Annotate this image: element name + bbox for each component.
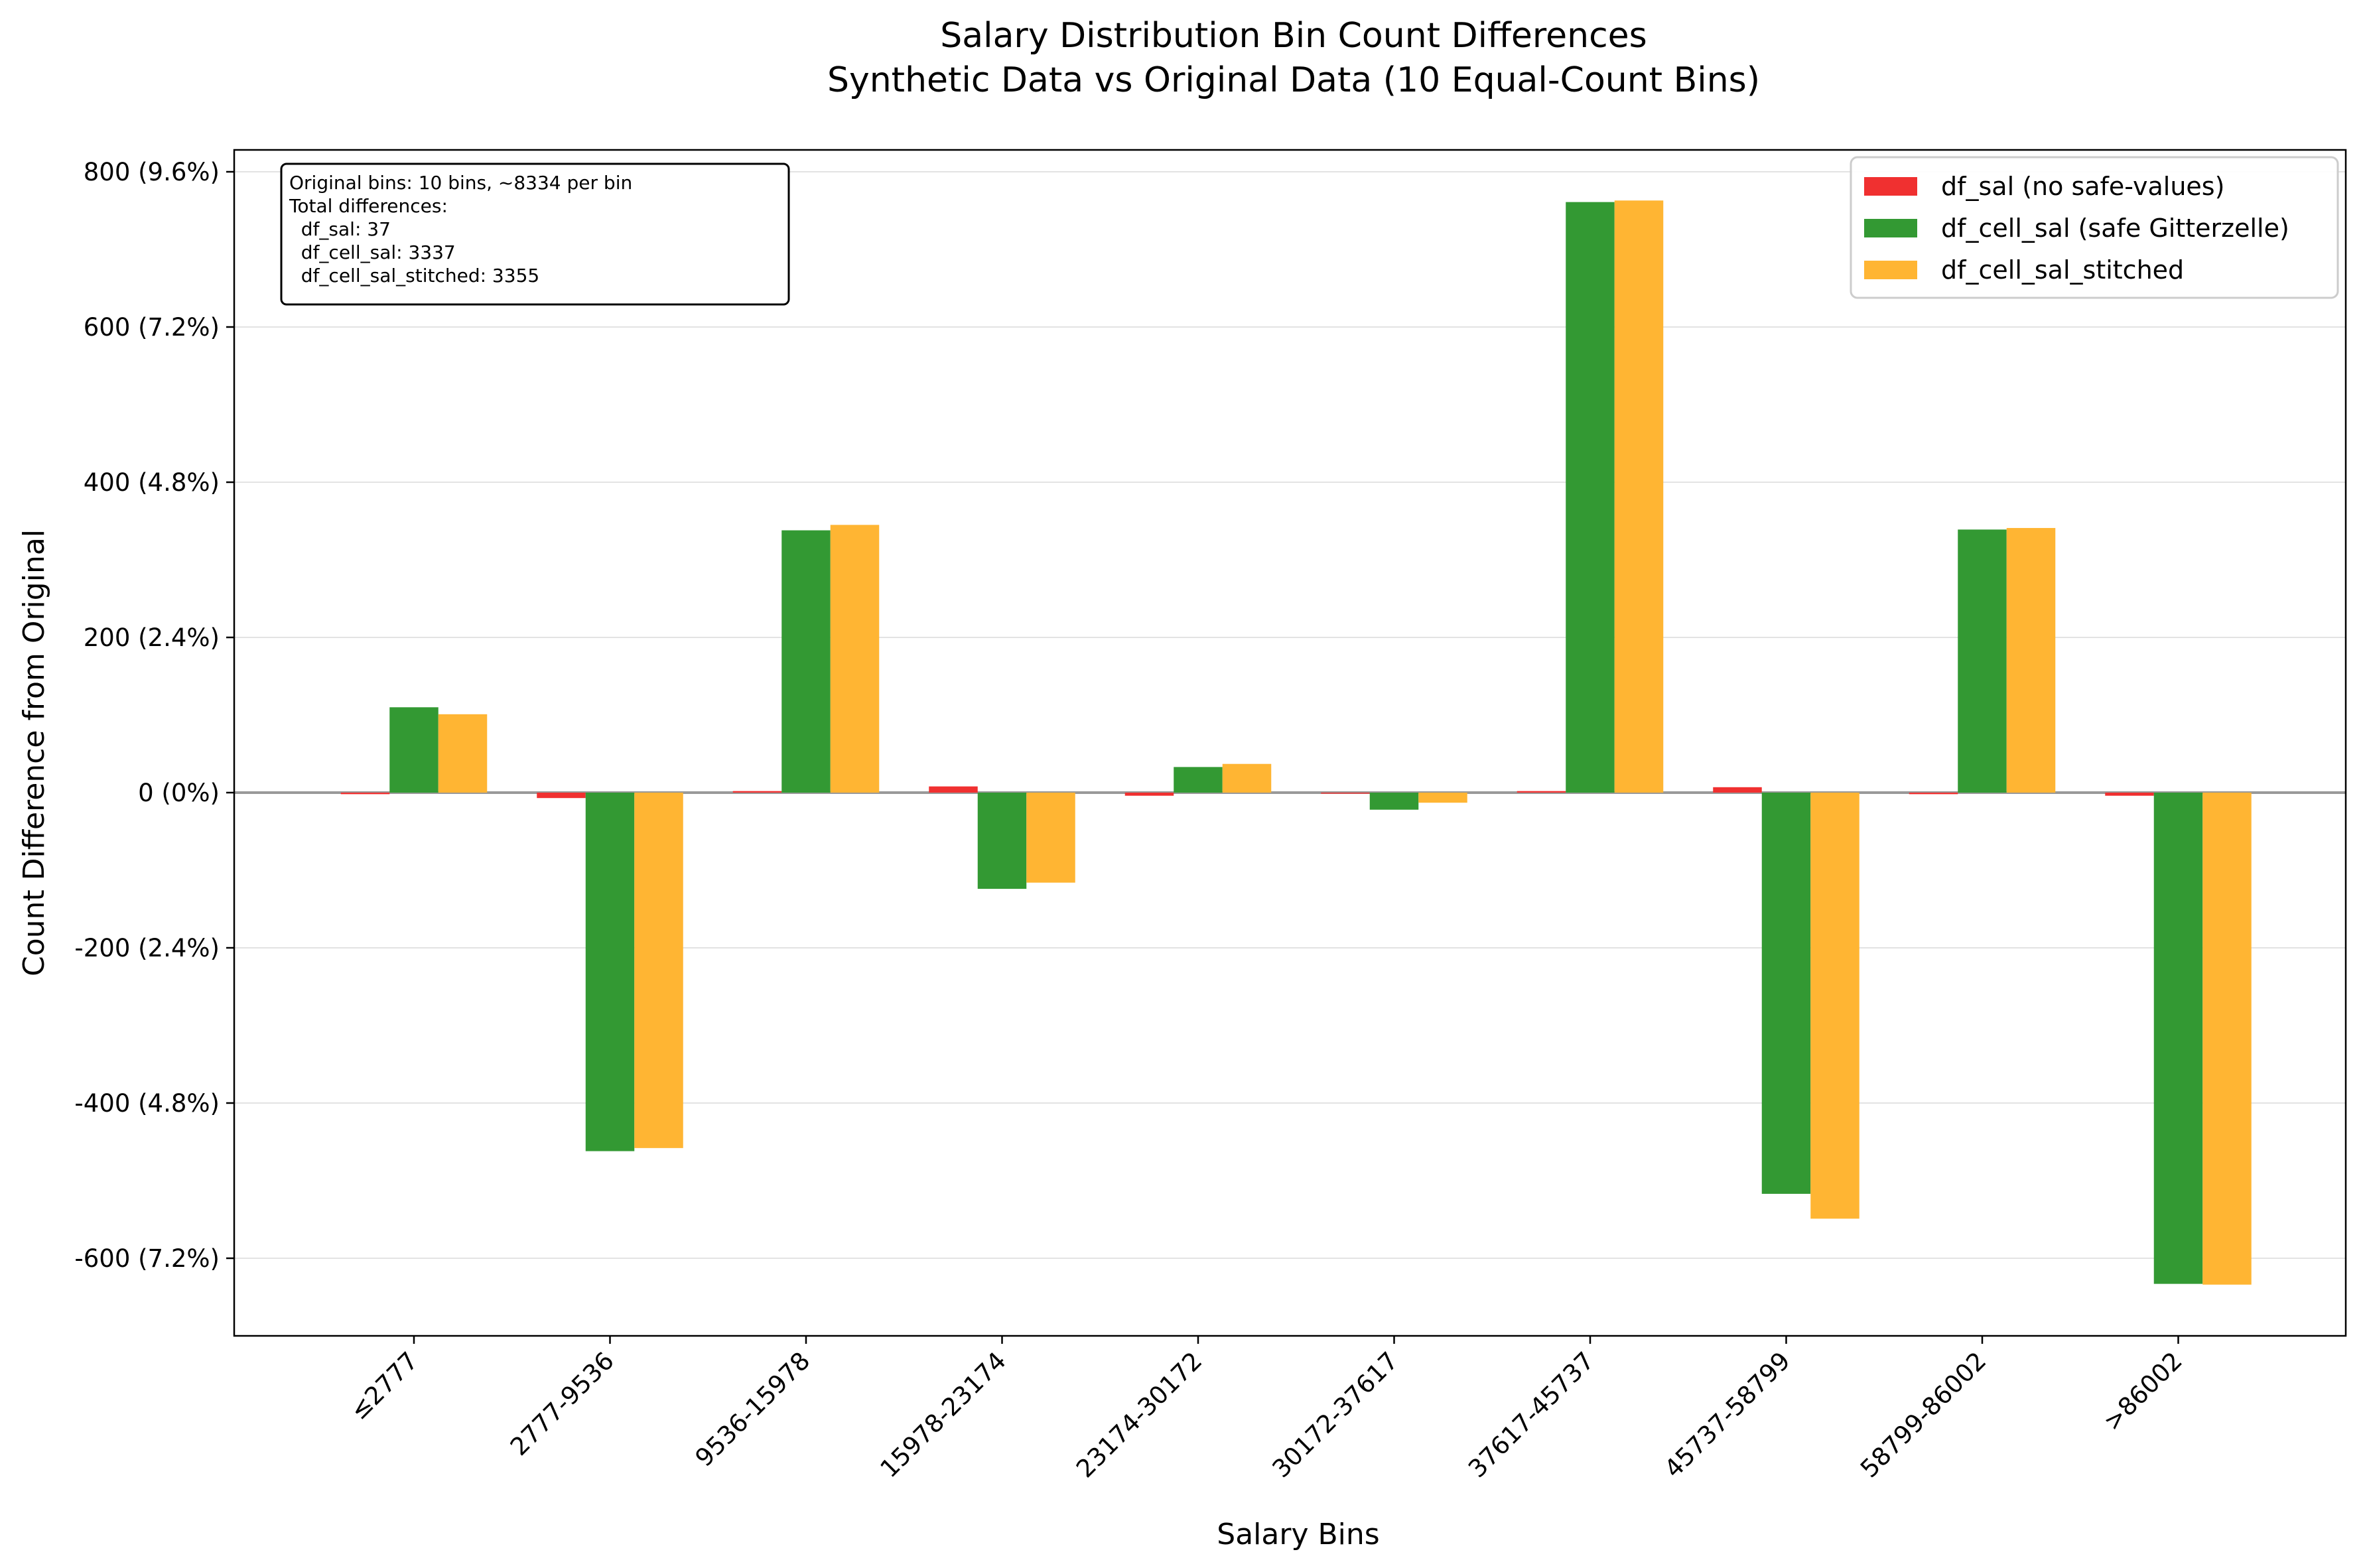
bar-series-2 (389, 707, 439, 793)
legend-label-df-sal: df_sal (no safe-values) (1941, 172, 2224, 201)
x-tick-label: 45737-58799 (1659, 1346, 1796, 1483)
bar-series-2 (781, 530, 831, 793)
x-axis: ≤2777 2777-9536 9536-15978 15978-23174 23174… (344, 1336, 2188, 1483)
x-tick-label: 30172-37617 (1267, 1346, 1404, 1483)
bar-series-1 (2105, 793, 2154, 796)
bar-series-2 (585, 793, 635, 1151)
legend-swatch-df-cell-sal (1864, 219, 1917, 237)
annotation-box-frame (280, 163, 790, 306)
x-tick-label: 37617-45737 (1463, 1346, 1599, 1483)
annotation-line: df_cell_sal: 3337 (289, 241, 456, 263)
x-axis-label: Salary Bins (1217, 1518, 1379, 1551)
annotation-line: Total differences: (289, 195, 448, 217)
x-tick-label: 15978-23174 (875, 1346, 1012, 1483)
legend-swatch-df-cell-sal-stitched (1864, 261, 1917, 279)
y-tick-label: 400 (4.8%) (84, 468, 220, 497)
bar-series-3 (1222, 763, 1272, 793)
plot-area-frame (233, 149, 2347, 1337)
x-tick-label: 9536-15978 (690, 1346, 816, 1472)
bar-series-1 (732, 791, 782, 793)
bar-series-1 (537, 793, 586, 799)
bar-series-3 (1418, 793, 1467, 803)
y-axis-label: Count Difference from Original (17, 529, 51, 976)
annotation-line: df_cell_sal_stitched: 3355 (289, 265, 539, 287)
bar-series-1 (1909, 793, 1958, 795)
y-tick-label: -200 (2.4%) (74, 934, 220, 962)
bar-series-1 (1124, 793, 1174, 796)
bar-series-1 (1713, 787, 1762, 793)
bar-series-3 (830, 525, 880, 793)
y-tick-label: 0 (0%) (138, 779, 220, 807)
bar-series-2 (1174, 767, 1223, 793)
bar-series-3 (634, 793, 683, 1148)
x-tick-label: >86002 (2098, 1346, 2188, 1437)
legend-frame (1850, 156, 2339, 299)
bar-series-1 (929, 786, 978, 793)
x-tick-label: 23174-30172 (1071, 1346, 1207, 1483)
y-tick-label: 800 (9.6%) (84, 158, 220, 186)
legend: df_sal (no safe-values) df_cell_sal (saf… (1850, 156, 2339, 299)
bar-series-3 (438, 714, 488, 793)
annotation-line: df_sal: 37 (289, 218, 391, 240)
y-tick-label: -600 (7.2%) (74, 1244, 220, 1273)
x-tick-label: 2777-9536 (505, 1346, 620, 1461)
stats-annotation-box: Original bins: 10 bins, ~8334 per bin To… (280, 163, 790, 306)
annotation-line: Original bins: 10 bins, ~8334 per bin (289, 172, 632, 194)
bar-series-2 (977, 793, 1027, 889)
bar-series-2 (1566, 202, 1615, 793)
bar-series-1 (1517, 791, 1566, 793)
x-tick-label: 58799-86002 (1855, 1346, 1992, 1483)
y-tick-label: -400 (4.8%) (74, 1089, 220, 1118)
legend-swatch-df-sal (1864, 177, 1917, 196)
legend-label-df-cell-sal-stitched: df_cell_sal_stitched (1941, 255, 2184, 285)
chart-title: Salary Distribution Bin Count Difference… (940, 16, 1647, 56)
y-axis: 800 (9.6%) 600 (7.2%) 400 (4.8%) 200 (2.4%)… (74, 158, 234, 1273)
bar-series-2 (1369, 793, 1419, 810)
y-tick-label: 600 (7.2%) (84, 313, 220, 342)
bar-series-1 (1321, 793, 1370, 794)
bar-series-3 (1614, 200, 1664, 793)
legend-label-df-cell-sal: df_cell_sal (safe Gitterzelle) (1941, 214, 2289, 243)
bar-series-3 (2006, 528, 2056, 793)
bar-series-1 (340, 793, 390, 795)
chart-subtitle: Synthetic Data vs Original Data (10 Equa… (827, 60, 1760, 100)
bar-series-3 (2202, 793, 2252, 1285)
bar-series-2 (1958, 529, 2007, 793)
bars-group (340, 200, 2252, 1285)
y-tick-label: 200 (2.4%) (84, 623, 220, 652)
bar-series-3 (1810, 793, 1859, 1219)
bar-series-2 (1761, 793, 1811, 1194)
bar-series-3 (1026, 793, 1075, 883)
bar-series-2 (2153, 793, 2203, 1284)
x-tick-label: ≤2777 (344, 1346, 423, 1425)
